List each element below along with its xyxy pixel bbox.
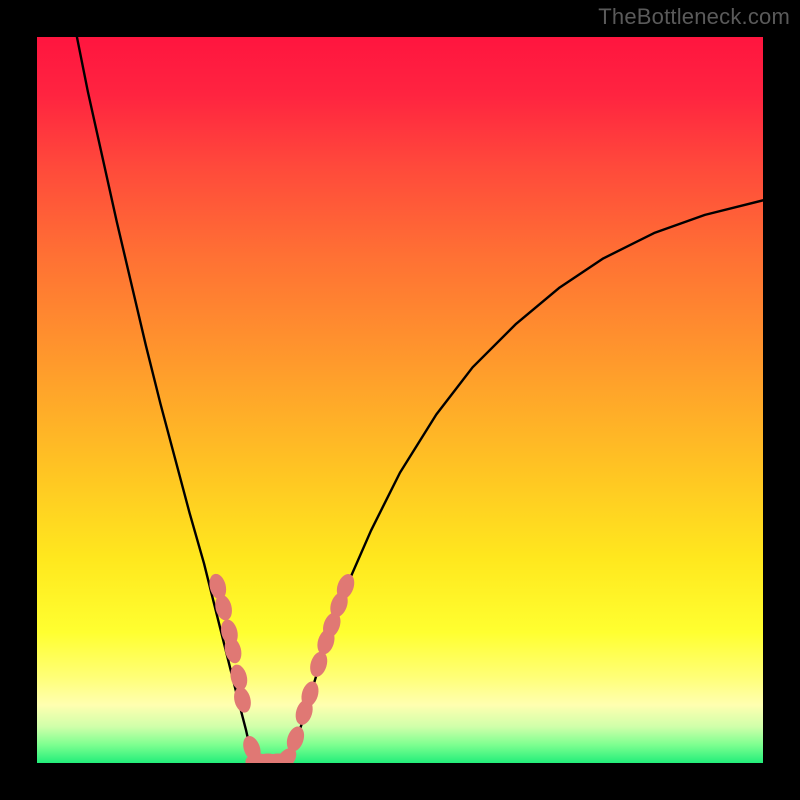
watermark-text: TheBottleneck.com xyxy=(598,4,790,30)
plot-background xyxy=(37,37,763,763)
chart-container: TheBottleneck.com xyxy=(0,0,800,800)
chart-svg xyxy=(0,0,800,800)
